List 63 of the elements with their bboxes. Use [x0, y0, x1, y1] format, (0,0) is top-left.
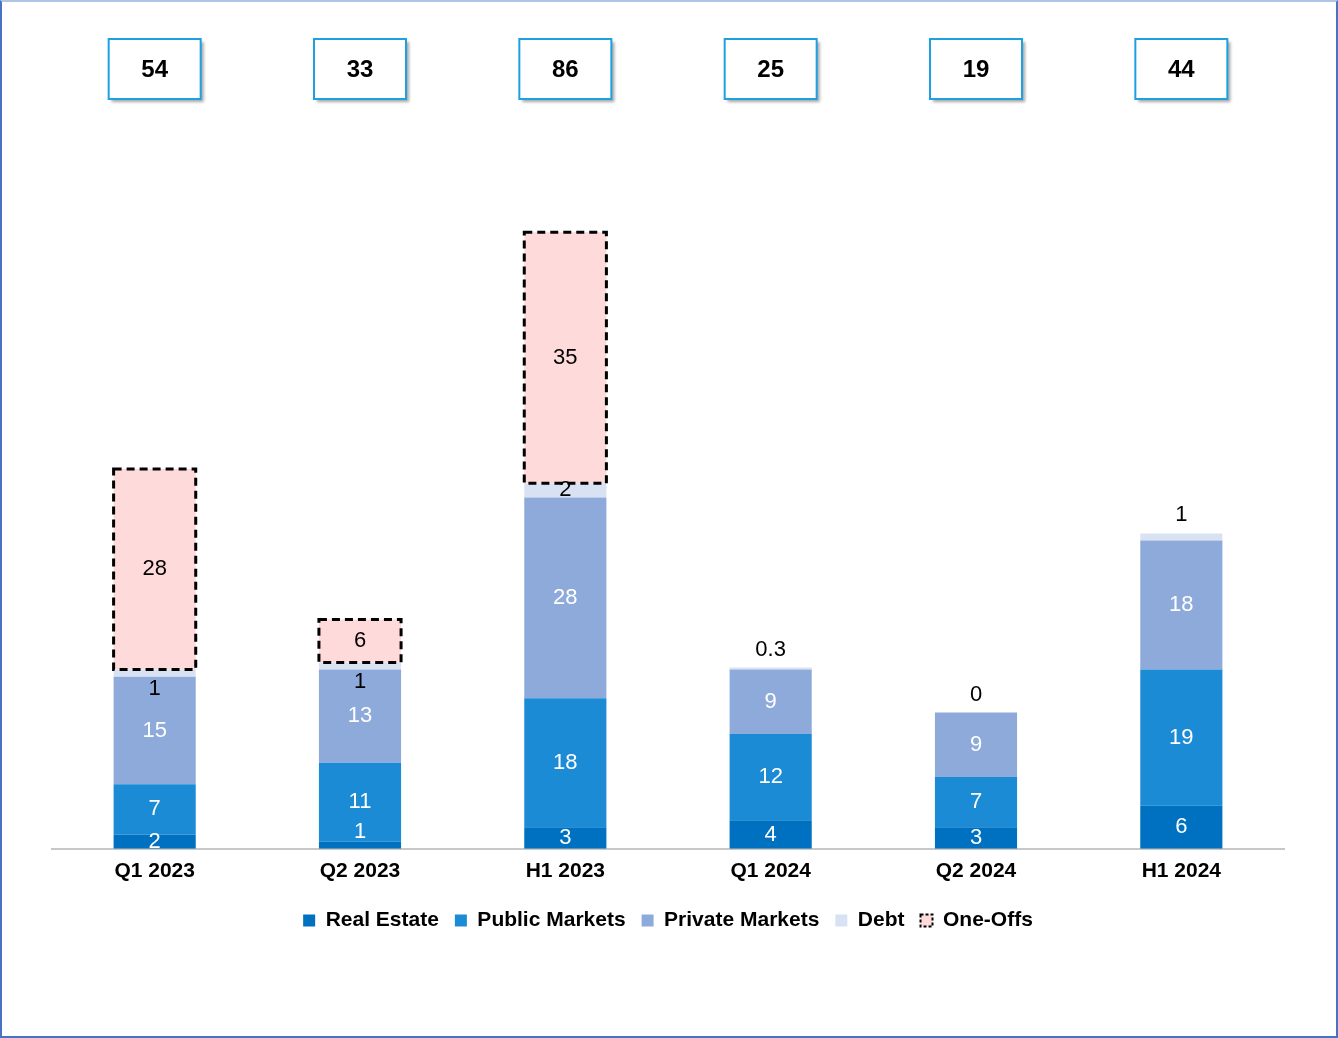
bar	[524, 827, 607, 849]
data-label: 6	[1175, 813, 1188, 839]
data-label: 13	[347, 702, 373, 728]
legend-label: Public Markets	[477, 907, 626, 931]
data-label: 1	[353, 667, 367, 693]
bar	[1140, 669, 1223, 806]
data-label: 19	[1169, 723, 1194, 749]
data-label: 9	[764, 687, 777, 713]
bar	[1140, 533, 1223, 541]
text: 33	[346, 54, 374, 82]
bar	[1140, 805, 1223, 849]
data-label: 3	[559, 824, 572, 850]
bar	[318, 669, 402, 763]
bar	[113, 676, 196, 785]
data-label: 7	[148, 795, 161, 821]
bar	[318, 762, 402, 842]
text: 54	[141, 54, 169, 82]
data-label: 28	[142, 555, 167, 581]
legend-label: One-Offs	[943, 907, 1033, 931]
text: 25	[757, 54, 785, 82]
bar	[729, 669, 812, 735]
text: 19	[962, 54, 990, 82]
data-label: 6	[353, 626, 367, 652]
bar	[729, 734, 812, 821]
bar	[934, 827, 1018, 849]
data-label: 11	[348, 788, 372, 814]
data-label: 1	[148, 674, 161, 700]
data-label: 28	[553, 583, 578, 609]
data-label: 3	[969, 824, 983, 850]
legend-label: Debt	[857, 907, 905, 931]
x-tick-label: H1 2024	[1141, 858, 1222, 882]
text: 44	[1167, 54, 1196, 82]
data-label: 12	[758, 763, 783, 789]
data-label: 7	[969, 788, 983, 814]
bar	[1140, 540, 1223, 670]
data-label: 0.3	[755, 635, 786, 661]
bar	[524, 698, 607, 828]
bar	[524, 483, 607, 498]
data-label: 1	[1175, 501, 1188, 527]
x-tick-label: Q1 2023	[114, 858, 195, 882]
x-tick-label: Q2 2023	[319, 858, 401, 882]
data-label: 35	[553, 343, 578, 369]
bar	[934, 777, 1018, 828]
bar	[524, 497, 607, 699]
x-tick-label: Q1 2024	[730, 858, 812, 882]
data-label: 1	[353, 817, 367, 843]
legend-label: Private Markets	[664, 907, 820, 931]
x-tick-label: H1 2023	[525, 858, 606, 882]
bar	[934, 712, 1018, 778]
data-label: 15	[142, 716, 167, 742]
bar	[113, 784, 196, 835]
x-tick-label: Q2 2024	[935, 858, 1017, 882]
text: 86	[551, 54, 579, 82]
data-label: 18	[553, 748, 578, 774]
data-label: 18	[1169, 591, 1194, 617]
bar	[729, 667, 812, 670]
bar	[113, 834, 196, 849]
data-label: 2	[148, 827, 161, 853]
legend-label: Real Estate	[325, 907, 439, 931]
data-label: 9	[969, 730, 983, 756]
data-label: 0	[969, 680, 983, 706]
data-label: 4	[764, 820, 777, 846]
bar	[729, 820, 812, 849]
